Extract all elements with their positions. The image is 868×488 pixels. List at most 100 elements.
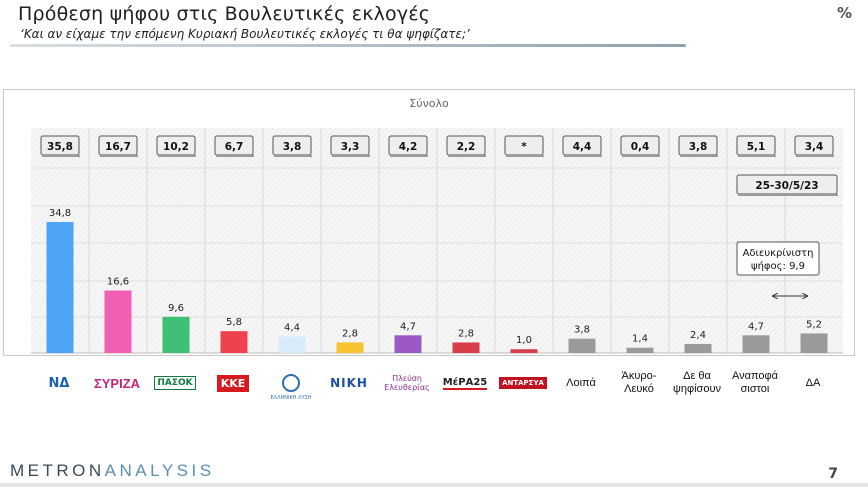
bar [162, 316, 190, 353]
previous-value-label: 35,8 [47, 141, 73, 153]
category-label-invalid-blank: Άκυρο- Λευκό [611, 365, 667, 401]
previous-value-box: 0,4 [620, 135, 660, 157]
bar-value-label: 16,6 [107, 277, 129, 288]
bar-value-label: 1,4 [632, 334, 648, 345]
category-label-text: Δε θα ψηφίσουν [673, 370, 721, 395]
previous-value-label: 4,4 [573, 141, 592, 153]
mera25-logo-text: ΜέΡΑ25 [442, 376, 488, 390]
category-label-text: Άκυρο- Λευκό [621, 370, 657, 395]
bar [46, 222, 74, 353]
elliniki-lysi-logo: ΕΛΛΗΝΙΚΗ ΛΥΣΗ [263, 365, 319, 401]
plefsi-logo-text: Πλεύση Ελευθερίας [384, 374, 430, 392]
previous-value-label: 10,2 [163, 141, 189, 153]
bar [336, 342, 364, 353]
brand-logo: METRONANALYSIS [10, 461, 215, 481]
previous-value-box: 2,2 [446, 135, 486, 157]
bar [742, 335, 770, 353]
category-label-undecided: Αναποφά σιστοι [727, 365, 783, 401]
category-label-text: Αναποφά σιστοι [731, 370, 779, 395]
bar-value-label: 4,4 [284, 322, 300, 333]
previous-value-box: 6,7 [214, 135, 254, 157]
page-title: Πρόθεση ψήφου στις Βουλευτικές εκλογές [18, 3, 431, 25]
bar [278, 336, 306, 353]
previous-value-label: 3,3 [341, 141, 360, 153]
unit-label: % [836, 4, 852, 22]
bar-value-label: 2,8 [342, 328, 358, 339]
brand-logo-part-1: METRON [10, 461, 105, 480]
syriza-logo: ΣΥΡΙΖΑ [89, 365, 145, 401]
bar [452, 342, 480, 353]
previous-value-label: 3,4 [805, 141, 824, 153]
elliniki-lysi-logo-text: ΕΛΛΗΝΙΚΗ ΛΥΣΗ [270, 395, 312, 401]
annotation-line: Αδιευκρίνιστη [743, 247, 814, 259]
antarsya-logo-text: ΑΝΤΑΡΣΥΑ [499, 377, 547, 389]
bar [220, 331, 248, 353]
previous-value-label: 3,8 [689, 141, 708, 153]
elliniki-lysi-emblem-icon [282, 374, 300, 392]
bar-value-label: 34,8 [49, 208, 71, 219]
category-label-other: Λοιπά [553, 365, 609, 401]
previous-value-box: 3,4 [794, 135, 834, 157]
previous-value-box: 35,8 [40, 135, 80, 157]
bar [394, 335, 422, 353]
party-logos: ΝΔ ΣΥΡΙΖΑ ΠΑΣΟΚ ΚΚΕ ΕΛΛΗΝΙΚΗ ΛΥΣΗ ΝΙΚΗ Π… [30, 365, 842, 405]
bar [104, 290, 132, 353]
pasok-logo: ΠΑΣΟΚ [147, 365, 203, 401]
previous-period-label: 25-30/5/23 [755, 180, 818, 192]
previous-value-label: 6,7 [225, 141, 244, 153]
antarsya-logo: ΑΝΤΑΡΣΥΑ [495, 365, 551, 401]
bar [510, 349, 538, 353]
plefsi-logo: Πλεύση Ελευθερίας [379, 365, 435, 401]
previous-value-box: * [504, 135, 544, 157]
category-label-no-answer: ΔΑ [785, 365, 841, 401]
previous-value-box: 3,8 [272, 135, 312, 157]
bar [684, 343, 712, 353]
mera25-logo: ΜέΡΑ25 [437, 365, 493, 401]
title-underline [10, 44, 686, 47]
previous-value-label: 5,1 [747, 141, 766, 153]
previous-value-label: 16,7 [105, 141, 131, 153]
bar-value-label: 2,8 [458, 328, 474, 339]
bar-value-label: 1,0 [516, 335, 532, 346]
previous-value-label: 3,8 [283, 141, 302, 153]
chart-title: Σύνολο [409, 97, 449, 110]
nd-logo: ΝΔ [31, 365, 87, 401]
previous-value-box: 3,8 [678, 135, 718, 157]
bar-value-label: 4,7 [400, 321, 416, 332]
annotation-line: ψήφος: 9,9 [751, 260, 805, 272]
syriza-logo-text: ΣΥΡΙΖΑ [93, 375, 141, 391]
bar-value-label: 3,8 [574, 325, 590, 336]
page-subtitle: ‘Και αν είχαμε την επόμενη Κυριακή Βουλε… [20, 27, 470, 41]
bar-value-label: 5,2 [806, 319, 822, 330]
pasok-logo-text: ΠΑΣΟΚ [154, 376, 196, 390]
niki-logo: ΝΙΚΗ [321, 365, 377, 401]
category-label-text: ΔΑ [805, 376, 821, 389]
kke-logo: ΚΚΕ [205, 365, 261, 401]
previous-value-box: 16,7 [98, 135, 138, 157]
previous-value-box: 5,1 [736, 135, 776, 157]
previous-period-badge: 25-30/5/23 [736, 174, 838, 196]
bar-value-label: 5,8 [226, 317, 242, 328]
bar [626, 347, 654, 353]
bar-value-label: 2,4 [690, 330, 706, 341]
previous-value-box: 3,3 [330, 135, 370, 157]
bar [568, 338, 596, 353]
previous-value-box: 10,2 [156, 135, 196, 157]
bar [800, 333, 828, 353]
previous-value-box: 4,4 [562, 135, 602, 157]
previous-value-label: 2,2 [457, 141, 476, 153]
previous-value-label: 0,4 [631, 141, 650, 153]
page-number: 7 [828, 466, 838, 482]
nd-logo-text: ΝΔ [48, 375, 70, 391]
brand-logo-part-2: ANALYSIS [104, 461, 215, 480]
bar-value-label: 4,7 [748, 321, 764, 332]
footer-rule [0, 483, 868, 487]
bar-value-label: 9,6 [168, 303, 184, 314]
category-label-will-not-vote: Δε θα ψηφίσουν [669, 365, 725, 401]
niki-logo-text: ΝΙΚΗ [330, 376, 368, 390]
previous-value-label: * [521, 141, 527, 153]
previous-value-label: 4,2 [399, 141, 418, 153]
previous-value-box: 4,2 [388, 135, 428, 157]
